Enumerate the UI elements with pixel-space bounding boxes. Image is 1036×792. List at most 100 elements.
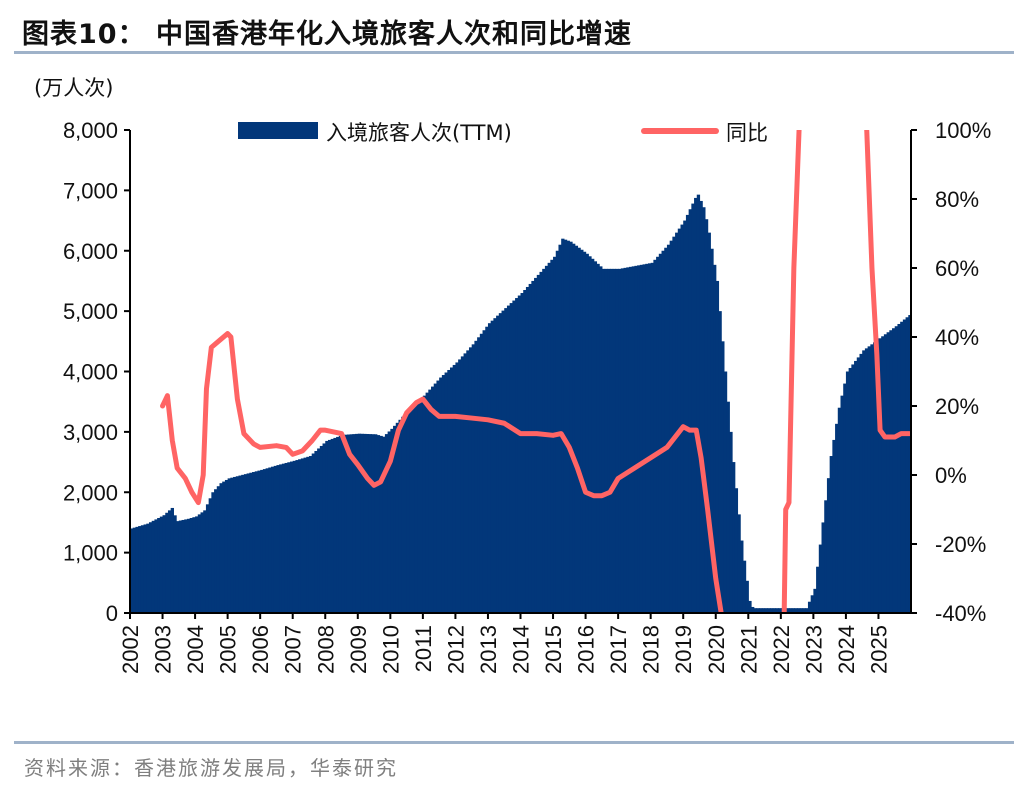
bar (292, 460, 297, 613)
bar (414, 403, 419, 613)
legend-bar-label: 入境旅客人次(TTM) (326, 121, 512, 145)
bar (691, 203, 695, 613)
bar (157, 518, 161, 613)
bar (306, 456, 310, 613)
x-tick-label: 2025 (866, 625, 891, 674)
bar (848, 367, 852, 613)
bar (167, 510, 172, 613)
bar (243, 474, 248, 613)
x-tick-label: 2020 (704, 625, 729, 674)
bar (542, 268, 546, 613)
bar (208, 498, 212, 613)
title-divider (14, 51, 1014, 54)
bar (737, 514, 741, 613)
bar (162, 515, 166, 613)
bar (186, 518, 191, 613)
bar (317, 448, 321, 613)
x-tick-label: 2013 (476, 625, 501, 674)
bar (563, 239, 568, 613)
bar (647, 263, 652, 613)
legend: 入境旅客人次(TTM) 同比 (238, 121, 768, 145)
bar (371, 434, 375, 613)
bar (357, 433, 362, 613)
bar (222, 481, 226, 613)
bar (580, 249, 584, 613)
bar (748, 600, 752, 613)
bar (653, 259, 657, 613)
bar (287, 462, 291, 613)
bar (216, 486, 221, 613)
bar (607, 268, 611, 613)
bar (379, 435, 383, 613)
bar (406, 410, 410, 613)
x-tick-label: 2012 (443, 625, 468, 674)
yoy-line (864, 130, 911, 440)
bar (352, 434, 356, 613)
bar (173, 515, 177, 613)
bar (506, 305, 511, 613)
bar (420, 398, 424, 613)
bar (544, 265, 549, 613)
bar (368, 434, 372, 613)
x-tick-label: 2011 (411, 625, 436, 672)
bar (458, 359, 462, 613)
bar (824, 500, 828, 613)
bar (262, 469, 267, 613)
bar (523, 289, 527, 613)
bar (517, 295, 522, 613)
source-divider (14, 741, 1014, 744)
x-tick-label: 2019 (671, 625, 696, 674)
bar (431, 386, 435, 613)
bar (892, 328, 896, 613)
bar (761, 608, 766, 613)
bar (699, 200, 703, 614)
left-tick-label: 8,000 (63, 118, 118, 143)
bar (856, 357, 861, 613)
legend-bar-swatch (238, 122, 318, 139)
x-tick-label: 2009 (346, 625, 371, 674)
bar (512, 300, 516, 613)
right-tick-label: 40% (935, 325, 979, 350)
bar (732, 462, 736, 613)
bar (132, 527, 137, 613)
bar (821, 522, 825, 613)
right-tick-label: 80% (935, 187, 979, 212)
bar (778, 608, 782, 613)
left-tick-label: 4,000 (63, 360, 118, 385)
bar (897, 323, 901, 613)
bar (246, 473, 250, 613)
chart: 0 1,000 2,000 3,000 4,000 5,000 6,000 7,000 8,00… (63, 118, 991, 674)
bar (376, 435, 381, 613)
bar (425, 392, 429, 613)
right-tick-label: 60% (935, 256, 979, 281)
bar (265, 468, 269, 613)
bar (873, 342, 877, 613)
bar (238, 475, 242, 613)
x-tick-label: 2016 (574, 625, 599, 674)
bar (582, 251, 587, 613)
bar (401, 416, 405, 613)
bar (130, 528, 134, 613)
bar (314, 450, 318, 613)
bar (501, 310, 505, 613)
bar (889, 330, 893, 613)
bar (520, 293, 524, 613)
bar (276, 465, 280, 613)
bar (791, 608, 795, 613)
bar (615, 268, 619, 613)
bar (346, 434, 351, 613)
bar (224, 479, 229, 613)
bar (558, 244, 562, 613)
bar (257, 470, 261, 613)
bar (452, 364, 457, 613)
bar (151, 520, 156, 613)
bar (797, 608, 801, 613)
bar (338, 435, 343, 613)
bar (859, 353, 863, 613)
bar (775, 608, 779, 613)
bar (444, 372, 448, 613)
bar (729, 431, 733, 613)
bar (349, 434, 353, 613)
bar (325, 440, 329, 613)
bar (227, 478, 231, 613)
